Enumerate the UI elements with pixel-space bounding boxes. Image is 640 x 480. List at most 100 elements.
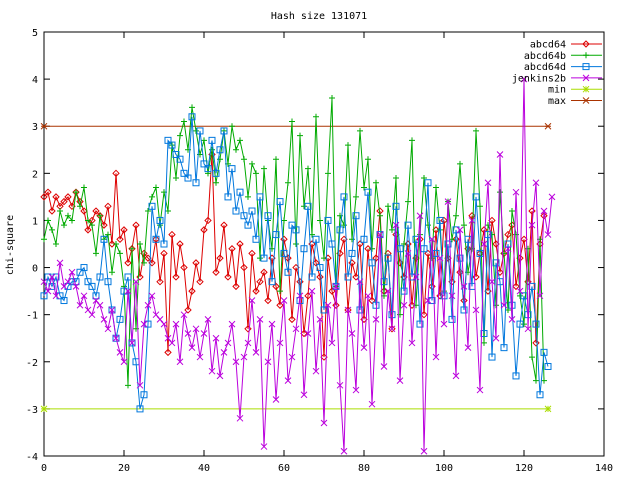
data-point-abcd64b xyxy=(505,306,511,313)
data-point-abcd64 xyxy=(244,325,252,333)
data-point-jenkins2b xyxy=(492,334,500,342)
data-point-abcd64b xyxy=(125,382,131,389)
plot-frame xyxy=(43,31,605,457)
data-point-abcd64b xyxy=(369,245,375,252)
data-point-abcd64 xyxy=(176,240,184,248)
data-point-abcd64d xyxy=(536,391,544,399)
x-tick-label: 40 xyxy=(198,463,210,474)
data-point-abcd64 xyxy=(440,216,448,225)
data-point-abcd64 xyxy=(220,221,228,229)
data-point-abcd64b xyxy=(477,203,483,210)
x-tick-label: 140 xyxy=(595,463,613,474)
data-point-jenkins2b xyxy=(384,287,392,295)
data-point-abcd64 xyxy=(328,287,336,295)
data-point-abcd64d xyxy=(188,113,196,121)
data-point-abcd64b xyxy=(177,132,183,139)
data-point-jenkins2b xyxy=(212,334,220,342)
data-point-abcd64 xyxy=(228,245,236,253)
data-point-abcd64d xyxy=(472,193,480,201)
x-tick-label: 80 xyxy=(358,463,370,474)
y-tick-label: 0 xyxy=(32,264,38,275)
legend-label-abcd64b: abcd64b xyxy=(524,51,566,62)
data-point-jenkins2b xyxy=(296,292,304,300)
legend-marker-max xyxy=(582,97,590,104)
data-point-abcd64b xyxy=(189,104,195,111)
data-point-jenkins2b xyxy=(336,381,344,389)
data-point-abcd64b xyxy=(153,184,159,191)
data-point-abcd64 xyxy=(172,273,180,281)
data-point-abcd64d xyxy=(144,320,152,328)
data-point-jenkins2b xyxy=(104,325,112,333)
data-point-jenkins2b xyxy=(164,334,172,342)
data-point-abcd64d xyxy=(260,254,268,262)
data-point-abcd64b xyxy=(425,222,431,229)
data-point-abcd64b xyxy=(497,189,503,196)
data-point-abcd64 xyxy=(224,273,232,281)
series-line-jenkins2b xyxy=(43,79,553,452)
data-point-abcd64b xyxy=(405,198,411,205)
data-point-abcd64d xyxy=(264,212,272,220)
data-point-max xyxy=(40,122,48,130)
data-point-abcd64b xyxy=(141,259,147,266)
data-point-abcd64b xyxy=(213,179,219,186)
legend-marker-abcd64 xyxy=(582,40,590,48)
data-point-abcd64d xyxy=(444,240,452,248)
data-point-jenkins2b xyxy=(468,217,476,224)
data-point-jenkins2b xyxy=(452,372,460,380)
data-point-abcd64d xyxy=(292,226,300,234)
data-point-abcd64 xyxy=(168,230,176,239)
data-point-jenkins2b xyxy=(56,259,64,267)
data-point-jenkins2b xyxy=(220,349,228,356)
data-point-abcd64d xyxy=(440,292,448,300)
data-point-abcd64d xyxy=(244,221,252,229)
data-point-abcd64d xyxy=(328,240,336,248)
data-point-abcd64 xyxy=(196,277,204,286)
data-point-abcd64d xyxy=(300,245,308,253)
series-abcd64b xyxy=(41,94,547,389)
data-point-abcd64b xyxy=(473,127,479,134)
data-point-abcd64d xyxy=(512,372,520,380)
data-point-jenkins2b xyxy=(376,231,384,238)
data-point-abcd64d xyxy=(404,221,412,229)
data-point-abcd64d xyxy=(316,264,324,272)
data-point-abcd64 xyxy=(124,259,132,267)
data-point-abcd64b xyxy=(109,269,115,276)
data-point-abcd64d xyxy=(432,249,440,257)
data-point-abcd64b xyxy=(501,250,507,257)
data-point-jenkins2b xyxy=(544,231,552,238)
data-point-abcd64 xyxy=(164,348,172,357)
data-point-abcd64d xyxy=(528,282,536,290)
data-point-abcd64 xyxy=(532,339,540,347)
data-point-abcd64d xyxy=(96,273,104,281)
data-point-abcd64d xyxy=(140,391,148,399)
data-point-abcd64d xyxy=(104,278,112,286)
legend-marker-jenkins2b xyxy=(582,74,590,82)
chart-title: Hash size 131071 xyxy=(271,11,367,22)
data-point-jenkins2b xyxy=(476,386,484,394)
data-point-jenkins2b xyxy=(200,330,208,337)
series-line-abcd64 xyxy=(43,154,545,358)
data-point-abcd64d xyxy=(272,231,280,239)
data-point-jenkins2b xyxy=(192,325,200,333)
data-point-jenkins2b xyxy=(48,273,56,281)
data-point-min xyxy=(40,405,48,413)
data-point-jenkins2b xyxy=(484,179,492,187)
data-point-abcd64d xyxy=(180,169,188,177)
data-point-abcd64b xyxy=(509,208,515,215)
data-point-abcd64b xyxy=(193,127,199,134)
series-jenkins2b xyxy=(40,75,556,455)
data-point-abcd64d xyxy=(352,212,360,220)
data-point-jenkins2b xyxy=(120,358,128,366)
data-point-abcd64 xyxy=(468,212,476,220)
data-point-abcd64d xyxy=(204,165,212,173)
data-point-abcd64b xyxy=(297,132,303,139)
data-point-jenkins2b xyxy=(260,443,268,450)
data-point-abcd64d xyxy=(212,169,220,177)
data-point-abcd64d xyxy=(64,282,72,290)
data-point-jenkins2b xyxy=(116,349,124,356)
data-point-abcd64d xyxy=(228,165,236,173)
data-point-abcd64 xyxy=(284,254,292,262)
data-point-abcd64b xyxy=(385,203,391,210)
data-point-abcd64d xyxy=(164,136,172,144)
data-point-abcd64d xyxy=(248,207,256,215)
